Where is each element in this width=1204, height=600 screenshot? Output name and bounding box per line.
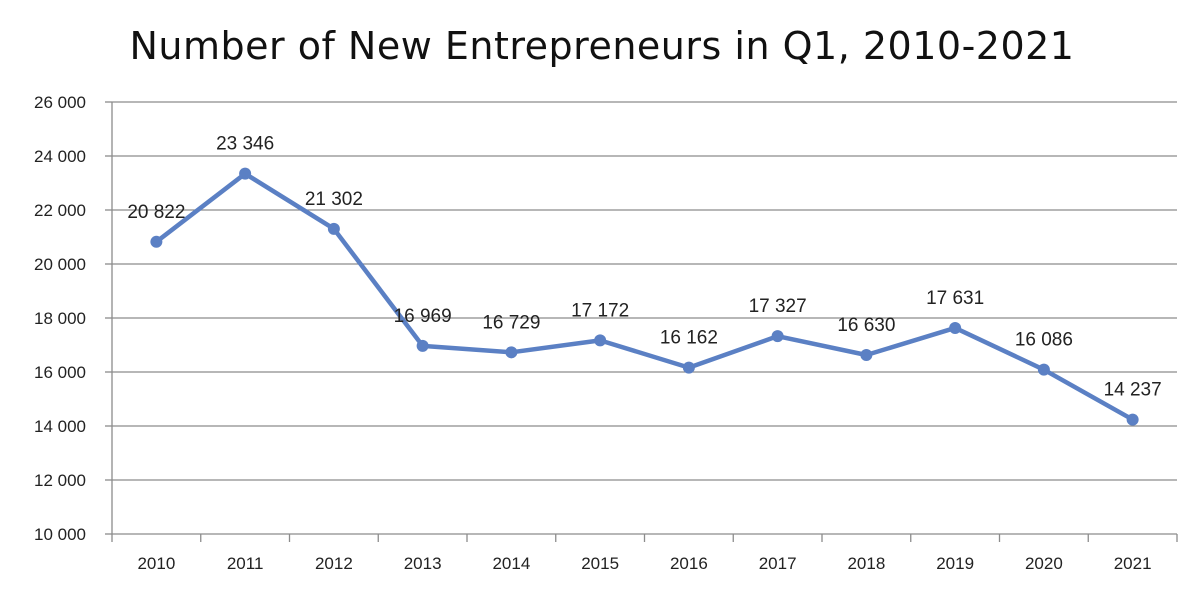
data-label: 16 969: [394, 306, 452, 327]
x-tick-label: 2011: [227, 554, 264, 573]
x-tick-label: 2019: [936, 554, 974, 573]
data-point: [771, 330, 784, 343]
y-tick-label: 22 000: [34, 201, 86, 220]
data-point: [416, 339, 429, 352]
x-tick-label: 2015: [581, 554, 619, 573]
data-label: 20 822: [127, 202, 185, 223]
data-label: 23 346: [216, 134, 274, 155]
x-tick-label: 2013: [404, 554, 442, 573]
y-tick-label: 26 000: [34, 93, 86, 112]
x-tick-label: 2017: [759, 554, 797, 573]
data-label: 14 237: [1104, 380, 1162, 401]
x-tick-label: 2014: [492, 554, 530, 573]
chart-title: Number of New Entrepreneurs in Q1, 2010-…: [129, 24, 1075, 68]
y-tick-label: 18 000: [34, 309, 86, 328]
data-point: [327, 222, 340, 235]
data-label: 16 086: [1015, 330, 1073, 351]
x-tick-label: 2021: [1114, 554, 1152, 573]
data-label: 21 302: [305, 189, 363, 210]
data-label: 16 729: [482, 312, 540, 333]
data-label: 17 172: [571, 300, 629, 321]
y-tick-label: 16 000: [34, 363, 86, 382]
y-tick-label: 12 000: [34, 471, 86, 490]
data-point: [682, 361, 695, 374]
x-tick-label: 2016: [670, 554, 708, 573]
data-point: [949, 321, 962, 334]
y-tick-label: 10 000: [34, 525, 86, 544]
x-tick-label: 2018: [847, 554, 885, 573]
data-point: [1126, 413, 1139, 426]
x-tick-label: 2020: [1025, 554, 1063, 573]
y-tick-label: 14 000: [34, 417, 86, 436]
data-point: [239, 167, 252, 180]
data-point: [594, 334, 607, 347]
data-point: [505, 346, 518, 359]
series-line: [154, 171, 1135, 422]
x-tick-label: 2012: [315, 554, 353, 573]
x-tick-label: 2010: [137, 554, 175, 573]
data-point: [150, 235, 163, 248]
y-tick-label: 20 000: [34, 255, 86, 274]
data-label: 17 327: [749, 296, 807, 317]
data-label: 17 631: [926, 288, 984, 309]
data-point: [860, 348, 873, 361]
y-tick-label: 24 000: [34, 147, 86, 166]
data-label: 16 162: [660, 328, 718, 349]
data-label: 16 630: [837, 315, 895, 336]
data-point: [1037, 363, 1050, 376]
